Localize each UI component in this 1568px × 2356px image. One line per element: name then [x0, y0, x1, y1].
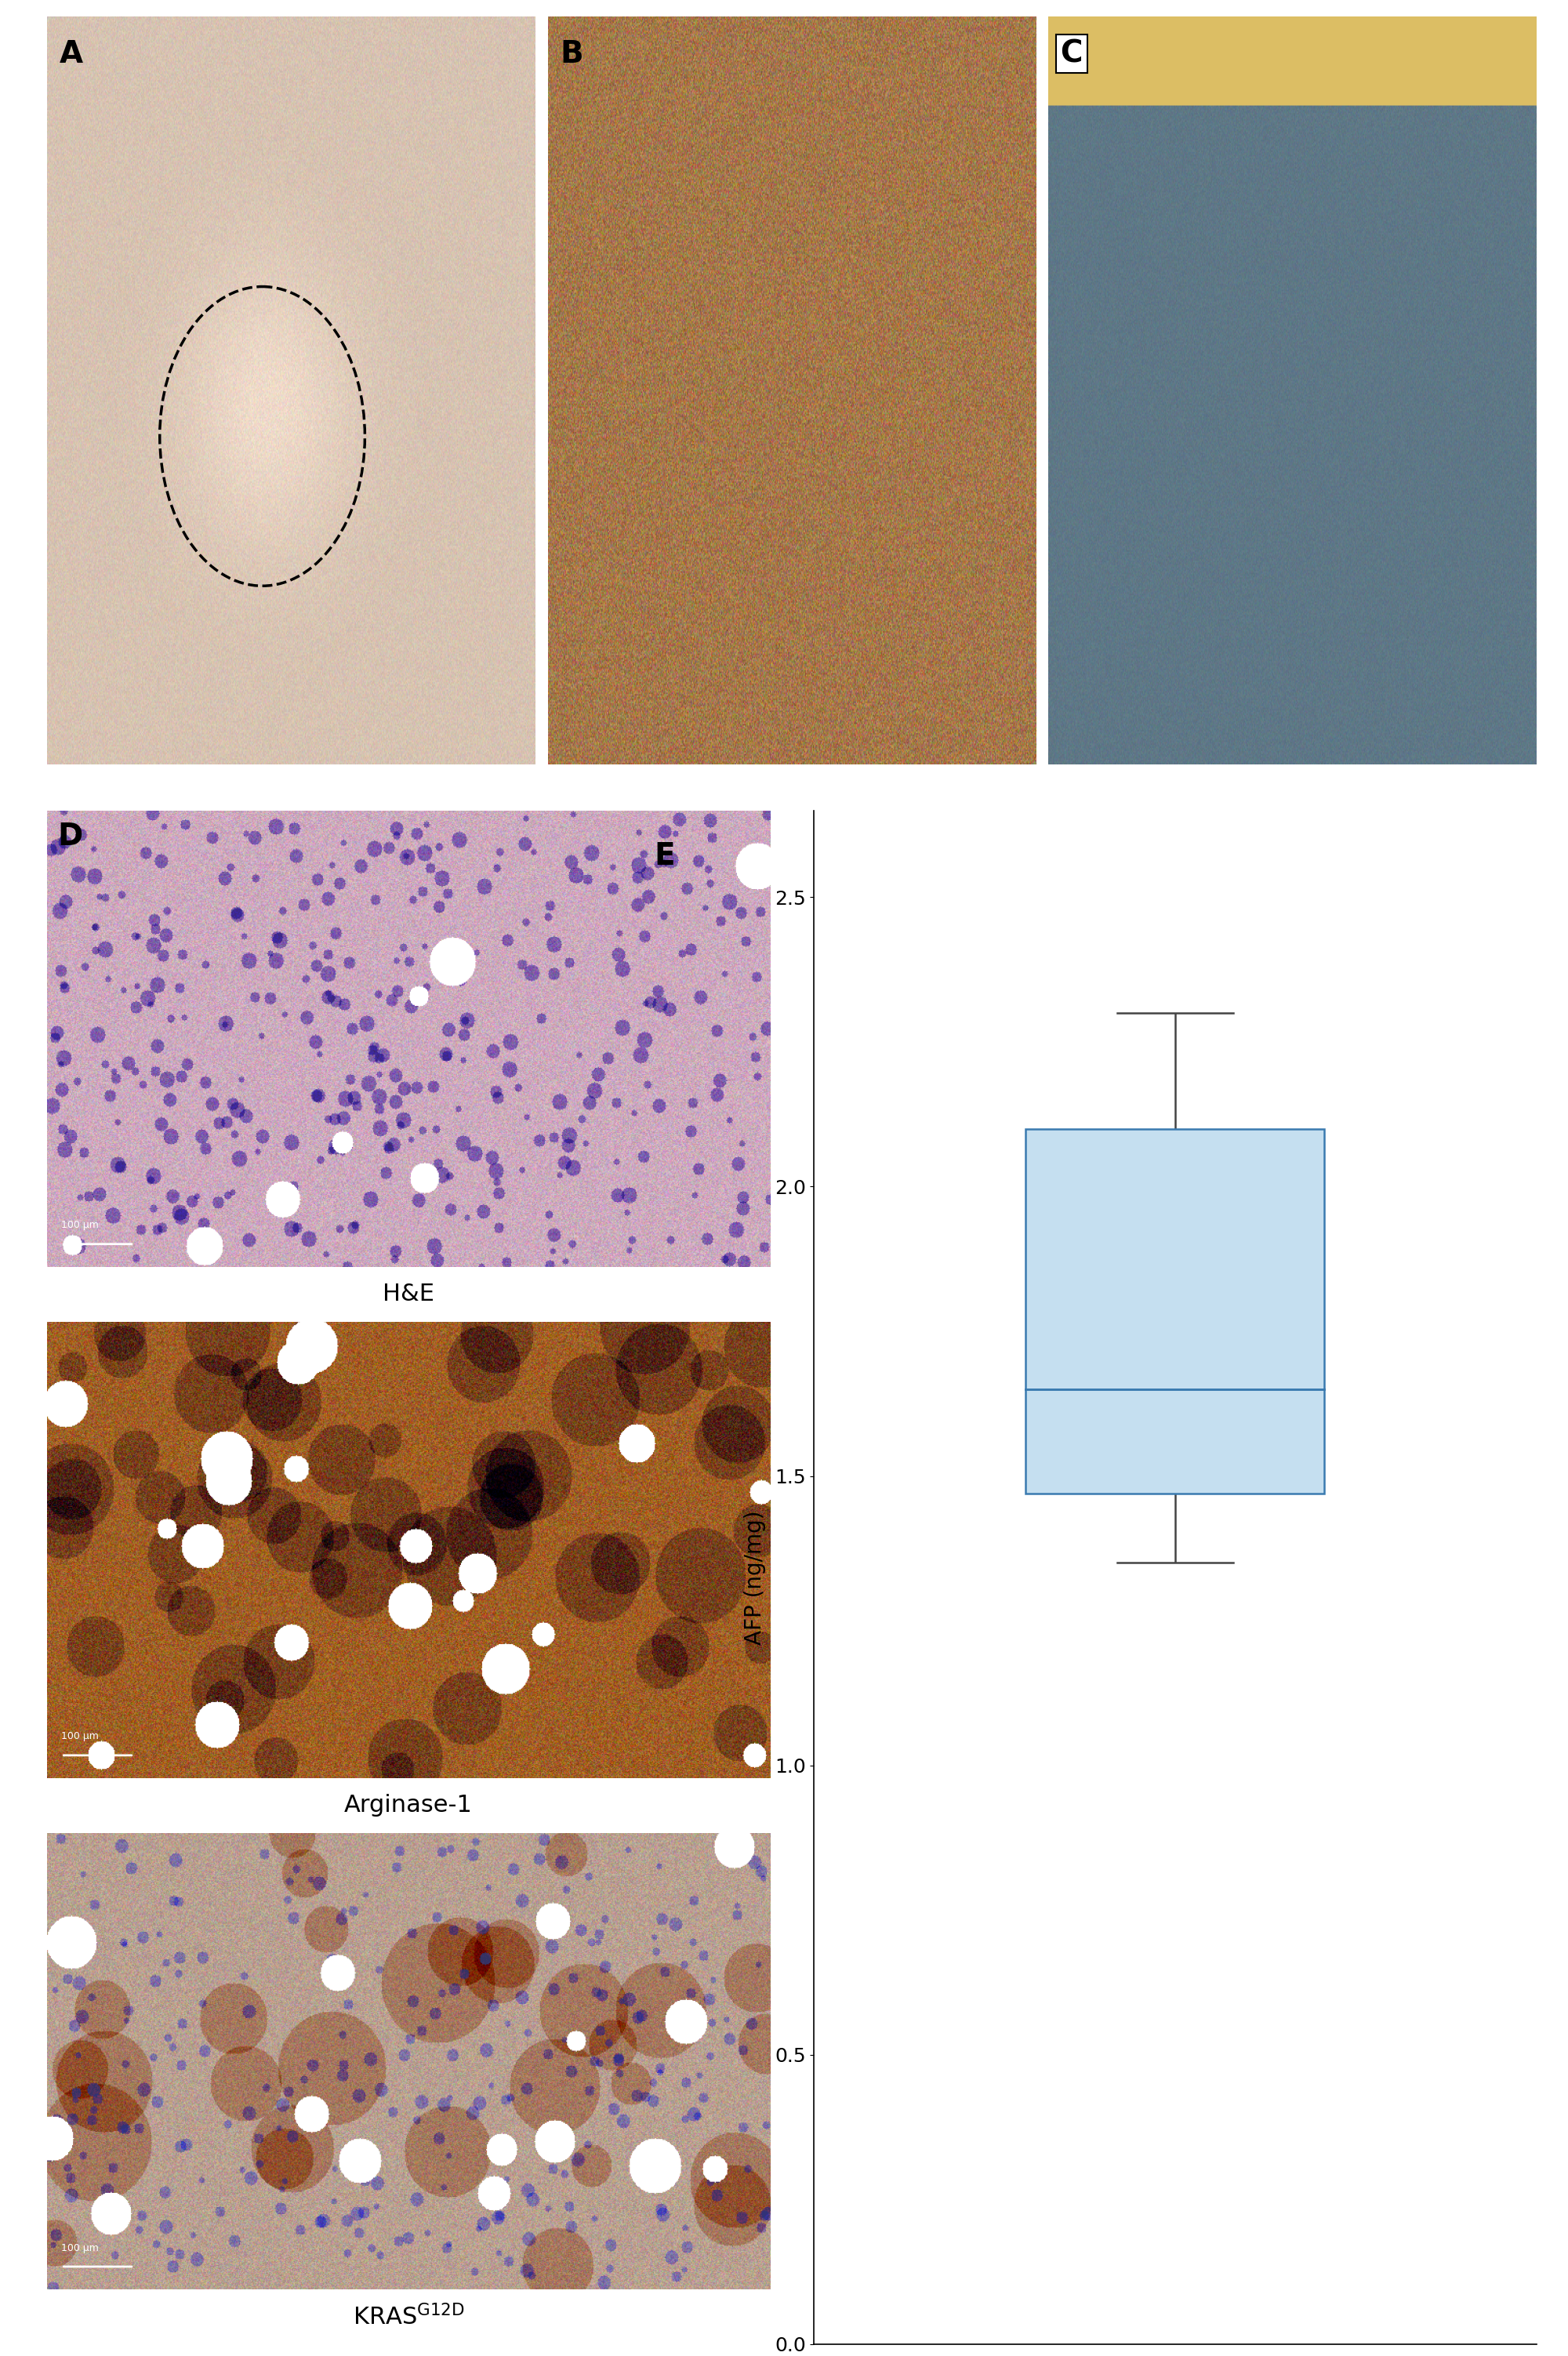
- Text: H&E: H&E: [383, 1284, 434, 1305]
- Text: E: E: [654, 841, 676, 872]
- Text: B: B: [560, 40, 583, 68]
- Text: KRAS$^{\mathregular{G12D}}$: KRAS$^{\mathregular{G12D}}$: [353, 2304, 464, 2330]
- Text: 100 μm: 100 μm: [61, 2243, 99, 2252]
- Text: A: A: [60, 40, 83, 68]
- Text: Arginase-1: Arginase-1: [345, 1795, 474, 1816]
- Bar: [1025, 1129, 1325, 1494]
- Text: D: D: [58, 822, 83, 851]
- Text: 100 μm: 100 μm: [61, 1732, 99, 1741]
- Y-axis label: AFP (ng/mg): AFP (ng/mg): [743, 1510, 765, 1644]
- Text: C: C: [1060, 40, 1083, 68]
- Text: 100 μm: 100 μm: [61, 1220, 99, 1230]
